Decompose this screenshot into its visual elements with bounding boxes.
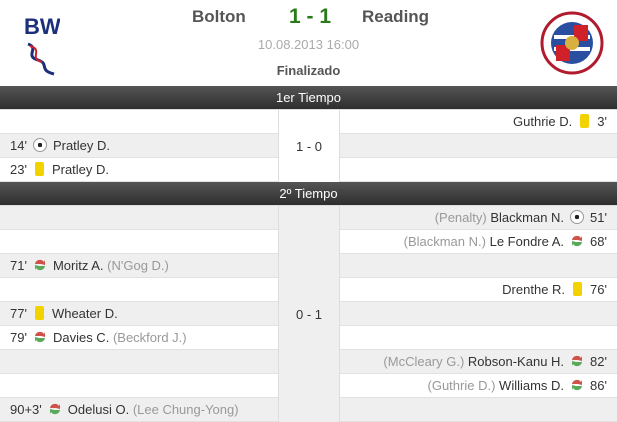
player-name[interactable]: Davies C. [52, 330, 110, 345]
event-extra: (Penalty) [434, 210, 487, 225]
yellow-card-icon [34, 162, 44, 176]
player-name[interactable]: Blackman N. [490, 210, 565, 225]
event-minute: 82' [590, 354, 607, 369]
yellow-card-icon [580, 114, 590, 128]
event-extra: (N'Gog D.) [107, 258, 169, 273]
yellow-card-icon [34, 306, 44, 320]
event-minute: 86' [590, 378, 607, 393]
event-minute: 51' [590, 210, 607, 225]
player-name[interactable]: Williams D. [499, 378, 565, 393]
event-minute: 90+3' [10, 402, 42, 417]
event-minute: 79' [10, 330, 27, 345]
final-score: 1 - 1 [288, 5, 332, 28]
half-score-text: 0 - 1 [295, 306, 322, 322]
event-extra: (Beckford J.) [112, 330, 187, 345]
player-name[interactable]: Drenthe R. [502, 282, 566, 297]
player-name[interactable]: Pratley D. [51, 162, 110, 177]
event-minute: 68' [590, 234, 607, 249]
goal-ball-icon [570, 210, 585, 224]
yellow-card-icon [573, 282, 583, 296]
goal-ball-icon [32, 138, 47, 152]
player-name[interactable]: Robson-Kanu H. [467, 354, 565, 369]
event-minute: 76' [590, 282, 607, 297]
away-team-logo[interactable] [540, 11, 604, 75]
substitution-icon [572, 379, 583, 391]
half-header: 1er Tiempo [0, 86, 617, 110]
home-team-name[interactable]: Bolton [192, 7, 246, 26]
player-name[interactable]: Odelusi O. [67, 402, 130, 417]
home-team-logo[interactable]: BW [20, 10, 60, 76]
player-name[interactable]: Le Fondre A. [489, 234, 565, 249]
substitution-icon [572, 235, 583, 247]
event-minute: 71' [10, 258, 27, 273]
substitution-icon [34, 331, 45, 343]
player-name[interactable]: Guthrie D. [513, 114, 573, 129]
event-extra: (Guthrie D.) [427, 378, 496, 393]
event-minute: 14' [10, 138, 27, 153]
event-row: (Blackman N.) Le Fondre A. 68' [0, 230, 617, 254]
substitution-icon [572, 355, 583, 367]
away-team-name[interactable]: Reading [362, 7, 430, 26]
player-name[interactable]: Moritz A. [52, 258, 104, 273]
half-score: 1 - 0 [278, 110, 340, 182]
event-extra: (Lee Chung-Yong) [132, 402, 239, 417]
event-minute: 23' [10, 162, 27, 177]
substitution-icon [49, 403, 60, 415]
event-minute: 77' [10, 306, 27, 321]
event-extra: (Blackman N.) [403, 234, 486, 249]
svg-text:BW: BW [24, 14, 60, 39]
event-extra: (McCleary G.) [383, 354, 465, 369]
substitution-icon [34, 259, 45, 271]
player-name[interactable]: Pratley D. [52, 138, 111, 153]
match-datetime: 10.08.2013 16:00 [257, 37, 360, 52]
match-status: Finalizado [276, 63, 341, 78]
match-header: BW Bolton 1 - 1 Reading 10.08.2013 16:00… [0, 0, 617, 86]
half-header: 2º Tiempo [0, 182, 617, 206]
event-minute: 3' [597, 114, 607, 129]
half-score: 0 - 1 [278, 206, 340, 422]
half-score-text: 1 - 0 [295, 138, 322, 154]
player-name[interactable]: Wheater D. [51, 306, 118, 321]
